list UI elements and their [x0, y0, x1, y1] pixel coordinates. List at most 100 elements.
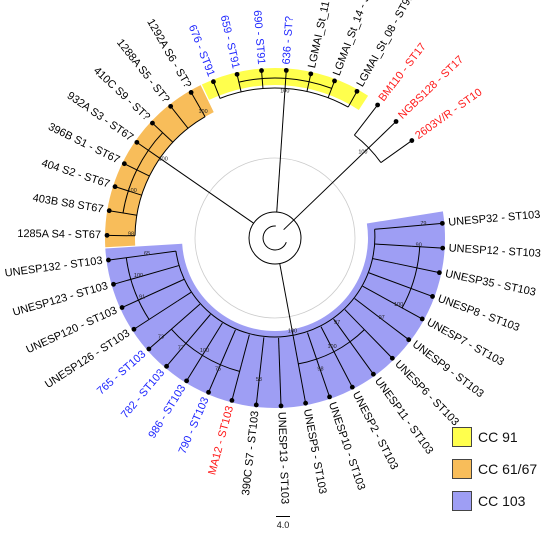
leaf-label: 790 - ST103 [177, 395, 212, 455]
internal-branch [307, 332, 319, 364]
tip-node [430, 294, 435, 299]
tip-branch [231, 364, 242, 401]
tip-branch [284, 70, 287, 89]
legend-item-cc91: CC 91 [452, 426, 548, 448]
leaf-label: 659 - ST91 [218, 14, 242, 70]
leaf-label: UNESP32 - ST103 [448, 209, 541, 229]
tip-node [327, 394, 332, 400]
tip-branch [113, 276, 141, 285]
tip-node [164, 363, 169, 369]
clade-sector-cc61-67 [104, 85, 214, 248]
internal-branch [240, 334, 250, 365]
bootstrap-value: 65 [144, 251, 150, 257]
tip-branch [354, 104, 379, 136]
tip-node [389, 355, 395, 361]
tip-branch [133, 300, 178, 330]
tip-node [184, 378, 189, 384]
legend-label: CC 103 [478, 493, 526, 509]
internal-branch [292, 336, 298, 357]
leaf-label: 404 S2 - ST67 [40, 157, 111, 190]
tip-node [111, 281, 116, 287]
tip-branch [261, 70, 264, 89]
tip-branch [359, 324, 393, 359]
tip-node [406, 337, 412, 343]
tip-node [112, 184, 118, 190]
tip-node [150, 120, 155, 126]
arc-cc17 [354, 134, 382, 163]
internal-branch [368, 272, 380, 278]
tip-branch [378, 276, 433, 297]
bootstrap-value: 58 [256, 377, 262, 383]
tip-node [283, 67, 289, 73]
branch-cc91 [276, 88, 286, 213]
bootstrap-value: 100 [159, 157, 168, 163]
legend-item-cc61-67: CC 61/67 [452, 458, 548, 480]
sub-arc [298, 329, 365, 365]
bootstrap-value: 98 [128, 232, 134, 238]
bootstrap-value: 100 [280, 88, 289, 94]
bootstrap-value: 97 [334, 320, 340, 326]
tip-node [439, 220, 445, 226]
tip-node [106, 208, 112, 214]
legend-swatch-cc103 [452, 491, 472, 511]
internal-branch [333, 318, 340, 327]
tip-node [332, 78, 337, 84]
scale-line [276, 516, 290, 517]
arc-cc103 [175, 229, 376, 338]
legend-swatch-cc61-67 [452, 459, 472, 479]
tip-node [188, 90, 194, 95]
tip-node [409, 138, 415, 143]
legend-label: CC 91 [478, 429, 518, 445]
bootstrap-value: 75 [215, 366, 221, 372]
bootstrap-value: 100 [200, 348, 209, 354]
internal-branch [149, 250, 176, 256]
tip-node [259, 68, 264, 73]
tip-node [106, 257, 111, 263]
branch-cc103 [279, 263, 294, 337]
branch-cc61 [159, 157, 254, 224]
tip-branch [152, 122, 174, 143]
tip-branch [108, 254, 150, 261]
tip-node [119, 305, 125, 310]
tip-branch [374, 222, 443, 230]
clade-sector-cc91 [201, 68, 369, 110]
bootstrap-value: 100 [288, 328, 297, 334]
tree-branches [107, 70, 443, 406]
tip-branch [306, 73, 312, 92]
leaf-label: UNESP13 - ST103 [275, 412, 290, 505]
bootstrap-value: 100 [327, 344, 336, 350]
tip-branch [208, 346, 229, 393]
internal-branch [177, 303, 201, 324]
tip-node [303, 400, 309, 406]
root-arc [262, 225, 287, 251]
tip-node [370, 371, 376, 377]
tip-node [168, 103, 174, 109]
bootstrap-value: 100 [128, 188, 137, 194]
bootstrap-value: 97 [379, 315, 385, 321]
tip-node [229, 397, 235, 403]
internal-branch [182, 314, 211, 347]
leaf-label: 390C S7 - ST103 [240, 410, 261, 496]
tip-node [349, 384, 355, 390]
sub-arc [238, 77, 332, 89]
leaf-label: UNESP35 - ST103 [444, 268, 537, 299]
internal-branch [219, 322, 223, 328]
tip-node [253, 402, 259, 408]
tip-node [419, 316, 425, 322]
tip-branch [190, 92, 206, 117]
tip-branch [278, 344, 282, 406]
leaf-label: MA12 - ST103 [206, 405, 236, 477]
leaf-label: UNESP132 - ST103 [4, 255, 103, 280]
legend-label: CC 61/67 [478, 461, 538, 477]
internal-branch [181, 278, 185, 282]
tip-node [206, 389, 211, 395]
tip-node [234, 71, 240, 77]
tip-branch [121, 280, 182, 308]
tip-branch [341, 367, 353, 388]
bootstrap-value: 91 [139, 294, 145, 300]
tip-node [134, 139, 140, 145]
bootstrap-value: 77 [178, 346, 184, 352]
tip-node [146, 346, 152, 352]
tip-node [440, 245, 446, 251]
